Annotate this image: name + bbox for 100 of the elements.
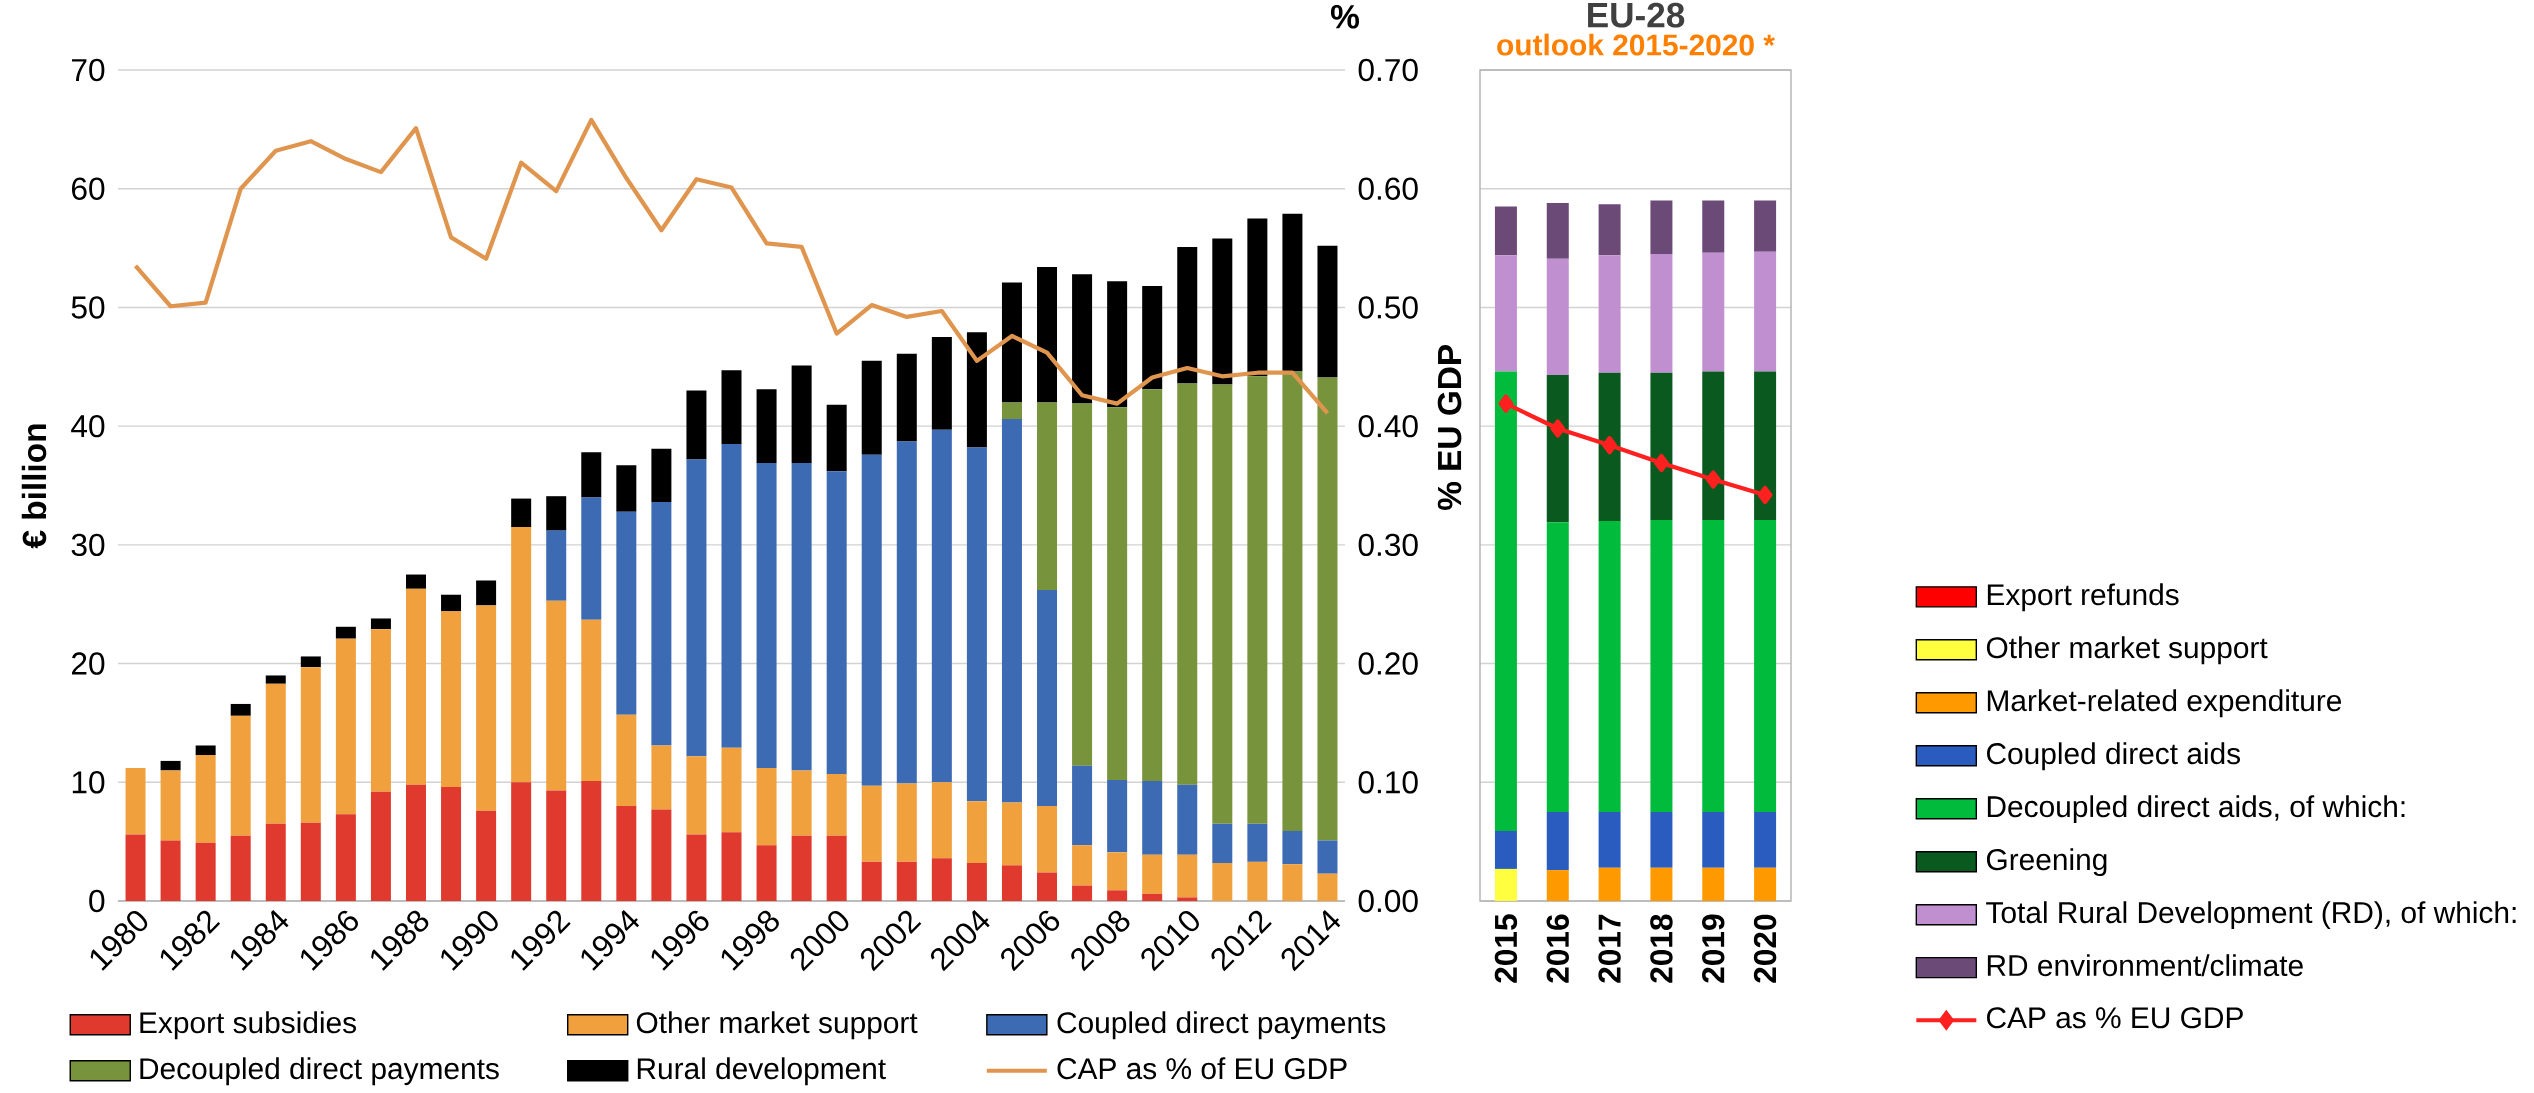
bar bbox=[1001, 402, 1022, 420]
bar bbox=[1650, 867, 1673, 901]
bar bbox=[1142, 389, 1163, 782]
bar bbox=[1072, 845, 1093, 886]
legend-label: Market-related expenditure bbox=[1987, 689, 2342, 718]
bar bbox=[1494, 206, 1517, 256]
bar bbox=[896, 783, 917, 862]
bar bbox=[300, 656, 321, 668]
bar bbox=[1754, 519, 1777, 812]
bar bbox=[721, 443, 742, 748]
bar bbox=[1001, 419, 1022, 803]
bar bbox=[896, 861, 917, 902]
bar bbox=[1754, 251, 1777, 372]
bar bbox=[931, 337, 952, 430]
bar bbox=[1037, 589, 1058, 807]
bar bbox=[1317, 377, 1338, 841]
y2-tick-label: 0.10 bbox=[1358, 771, 1418, 794]
y-tick-label: 0 bbox=[89, 889, 105, 913]
bar bbox=[651, 448, 672, 503]
bar bbox=[1650, 372, 1673, 520]
bar bbox=[1142, 781, 1163, 855]
bar bbox=[546, 496, 567, 531]
point bbox=[1705, 470, 1721, 489]
legend-label: Export subsidies bbox=[140, 1011, 356, 1040]
bar bbox=[1212, 384, 1233, 824]
bar bbox=[335, 626, 356, 639]
bar bbox=[1037, 267, 1058, 403]
y-tick-label: 60 bbox=[72, 177, 105, 200]
bar bbox=[1107, 407, 1128, 780]
bar bbox=[896, 441, 917, 784]
bar bbox=[195, 842, 216, 902]
bar bbox=[1107, 281, 1128, 408]
bar bbox=[826, 471, 847, 774]
bar bbox=[1282, 213, 1303, 372]
bar bbox=[370, 791, 391, 902]
y2-tick-label: 0.30 bbox=[1358, 533, 1418, 557]
bar bbox=[1072, 765, 1093, 846]
legend-label: Total Rural Development (RD), of which: bbox=[1986, 901, 2516, 930]
y2-axis-title: % bbox=[1330, 4, 1359, 29]
bar bbox=[405, 784, 426, 902]
bar bbox=[1072, 885, 1093, 902]
bar bbox=[1598, 372, 1621, 522]
bar bbox=[546, 790, 567, 902]
bar bbox=[1001, 865, 1022, 902]
y-tick-label: 70 bbox=[72, 58, 105, 82]
bar bbox=[1142, 286, 1163, 390]
bar bbox=[1754, 867, 1777, 901]
bar bbox=[476, 810, 497, 902]
legend-label: RD environment/climate bbox=[1987, 954, 2303, 977]
bar bbox=[931, 429, 952, 783]
legend-label: Other market support bbox=[1986, 636, 2268, 665]
point bbox=[1654, 453, 1669, 473]
y-tick-label: 40 bbox=[71, 414, 105, 438]
bar bbox=[1702, 811, 1725, 868]
bar bbox=[756, 768, 777, 846]
bar bbox=[1282, 371, 1303, 831]
bar bbox=[1142, 893, 1163, 902]
bar bbox=[1546, 811, 1569, 871]
legend-label: CAP as % of EU GDP bbox=[1057, 1057, 1347, 1080]
x-tick-label: 2018 bbox=[1650, 914, 1673, 983]
y-tick-label: 10 bbox=[72, 771, 105, 794]
legend-label: Coupled direct aids bbox=[1987, 742, 2241, 771]
bar bbox=[511, 498, 532, 528]
bar bbox=[861, 360, 882, 455]
bar bbox=[651, 502, 672, 746]
bar bbox=[476, 605, 497, 811]
bar bbox=[1650, 811, 1673, 868]
bar bbox=[721, 832, 742, 902]
bar bbox=[861, 454, 882, 786]
legend-label: Other market support bbox=[636, 1011, 918, 1040]
bar bbox=[1494, 868, 1517, 901]
y-tick-label: 50 bbox=[71, 296, 105, 319]
legend-label: Decoupled direct payments bbox=[140, 1057, 499, 1086]
bar bbox=[511, 782, 532, 902]
line-series bbox=[133, 117, 1330, 416]
bar bbox=[1702, 519, 1725, 812]
bar bbox=[265, 823, 286, 902]
bar bbox=[511, 527, 532, 783]
bar bbox=[616, 806, 637, 902]
bar bbox=[861, 785, 882, 862]
x-tick-label: 2019 bbox=[1702, 914, 1725, 983]
bar bbox=[861, 861, 882, 902]
bar bbox=[896, 353, 917, 442]
bar bbox=[931, 782, 952, 859]
bar bbox=[1317, 873, 1338, 902]
bar bbox=[1598, 255, 1621, 373]
legend-label: Decoupled direct aids, of which: bbox=[1987, 795, 2405, 824]
bar bbox=[1282, 830, 1303, 865]
bar bbox=[405, 588, 426, 785]
bar bbox=[230, 703, 251, 716]
bar bbox=[686, 834, 707, 902]
bar bbox=[1142, 854, 1163, 894]
bar bbox=[791, 835, 812, 902]
bar bbox=[1212, 823, 1233, 864]
bar bbox=[1494, 371, 1517, 831]
bar bbox=[1317, 245, 1338, 378]
y-tick-label: 20 bbox=[72, 652, 105, 675]
bar bbox=[931, 858, 952, 902]
bar bbox=[335, 814, 356, 902]
bar bbox=[1650, 200, 1673, 255]
